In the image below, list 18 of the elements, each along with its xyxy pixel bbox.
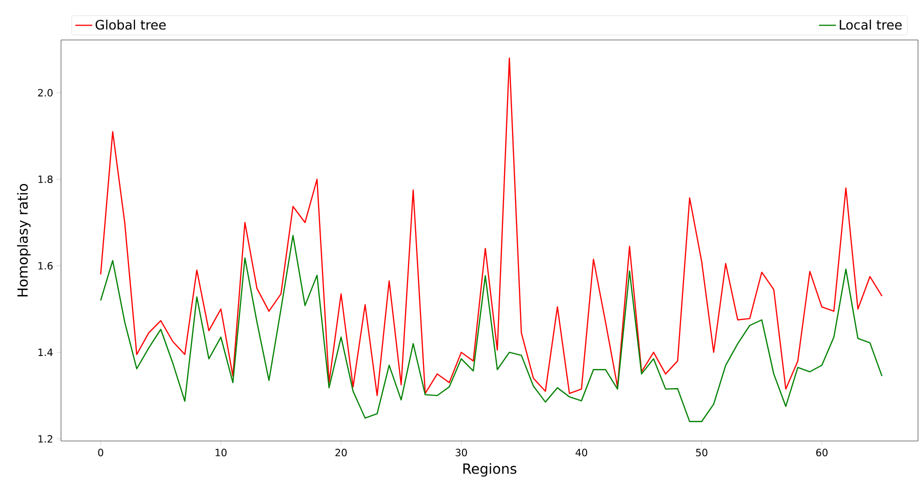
x-tick-label: 0 xyxy=(98,448,104,456)
x-axis-title: Regions xyxy=(463,463,516,477)
legend-label: Global tree xyxy=(96,20,166,30)
y-tick-label: 2.0 xyxy=(38,88,53,97)
y-tick-label: 1.2 xyxy=(38,435,52,443)
x-tick-label: 50 xyxy=(696,448,708,456)
y-tick-label: 1.8 xyxy=(38,175,53,184)
line-series xyxy=(100,58,883,396)
y-axis-title: Homoplasy ratio xyxy=(17,184,31,296)
legend-label: Local tree xyxy=(840,20,902,30)
y-tick-label: 1.6 xyxy=(38,262,53,270)
x-tick-label: 60 xyxy=(816,448,828,456)
line-series xyxy=(100,234,883,422)
x-tick-label: 30 xyxy=(456,448,467,456)
y-tick-label: 1.4 xyxy=(38,348,53,356)
x-tick-label: 20 xyxy=(335,448,347,456)
x-tick-label: 10 xyxy=(216,448,227,456)
x-tick-label: 40 xyxy=(576,448,588,456)
